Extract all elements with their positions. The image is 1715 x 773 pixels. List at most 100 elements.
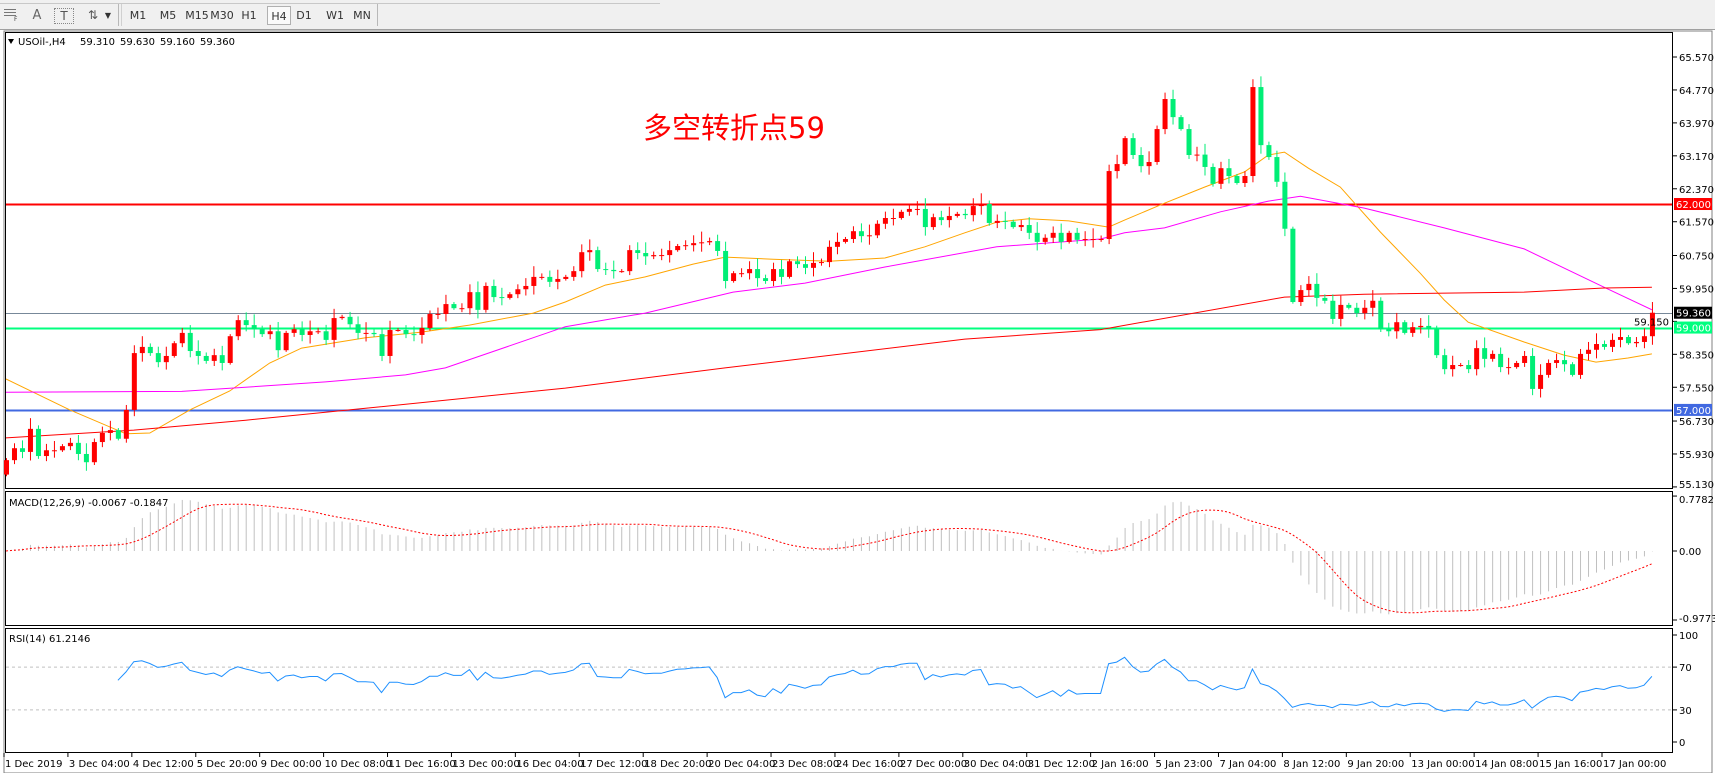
bearish-candle — [1170, 89, 1176, 125]
price-label-text: 59.000 — [1676, 324, 1711, 335]
candle-body — [523, 285, 529, 290]
candle-body — [555, 278, 561, 282]
bullish-candle — [1098, 235, 1104, 242]
triangle-down-icon[interactable] — [8, 39, 14, 44]
candle-body — [1322, 297, 1328, 301]
candle-body — [291, 329, 297, 333]
candle-body — [970, 206, 976, 216]
timeframe-d1[interactable]: D1 — [296, 9, 312, 22]
candle-body — [731, 273, 737, 282]
bearish-candle — [475, 281, 481, 319]
candle-body — [1170, 99, 1176, 118]
timeframe-m30[interactable]: M30 — [210, 9, 234, 22]
candle-body — [1138, 155, 1144, 167]
candle-body — [147, 346, 153, 354]
price-line-label: 62.000 — [1674, 198, 1712, 211]
candle-body — [1617, 337, 1623, 340]
bullish-candle — [874, 220, 880, 239]
candle-body — [1490, 353, 1496, 359]
bearish-candle — [1234, 173, 1240, 185]
time-tick-label: 1 Dec 2019 — [5, 759, 63, 770]
candle-body — [914, 208, 920, 210]
candle-body — [99, 432, 105, 443]
bearish-candle — [922, 198, 928, 236]
timeframe-m5[interactable]: M5 — [159, 9, 177, 22]
timeframe-m1[interactable]: M1 — [129, 9, 147, 22]
time-tick-label: 10 Dec 08:00 — [325, 759, 392, 770]
text-label-icon[interactable]: T — [54, 8, 74, 24]
timeframe-h1[interactable]: H1 — [241, 9, 257, 22]
bullish-candle — [1122, 136, 1128, 166]
bullish-candle — [507, 292, 513, 300]
price-label-background — [1674, 306, 1712, 319]
timeframe-mn[interactable]: MN — [353, 9, 371, 22]
bearish-candle — [986, 200, 992, 226]
timeframe-m15[interactable]: M15 — [185, 9, 209, 22]
candle-body — [51, 450, 57, 452]
bearish-candle — [1034, 222, 1040, 251]
candle-body — [619, 271, 625, 273]
candle-body — [331, 318, 337, 340]
candle-body — [1474, 348, 1480, 370]
candle-body — [1514, 362, 1520, 368]
price-chart — [4, 76, 1672, 477]
candle-body — [1250, 87, 1256, 177]
rsi-tick-label: 70 — [1679, 663, 1692, 674]
candle-body — [986, 204, 992, 223]
bullish-candle — [1114, 154, 1120, 179]
candle-body — [4, 460, 9, 475]
candle-body — [779, 269, 785, 277]
toolbar-divider — [377, 4, 378, 26]
toolbar-top-edge — [0, 0, 660, 4]
macd-tick-label: 0.7782 — [1679, 495, 1714, 506]
candle-body — [763, 278, 769, 282]
bullish-candle — [699, 231, 705, 252]
candle-body — [259, 329, 265, 335]
candle-body — [1258, 87, 1264, 146]
bearish-candle — [547, 270, 553, 287]
candle-body — [459, 308, 465, 310]
candle-body — [627, 250, 633, 272]
bullish-candle — [267, 324, 273, 340]
candle-body — [1090, 239, 1096, 241]
timeframe-h4[interactable]: H4 — [267, 6, 291, 25]
bearish-candle — [1202, 143, 1208, 176]
bullish-candle — [555, 269, 561, 290]
candle-body — [475, 292, 481, 310]
candle-body — [1346, 304, 1352, 308]
price-tick-label: 59.950 — [1679, 284, 1714, 295]
moving-average-ma-fast — [5, 151, 1652, 435]
bearish-candle — [1498, 347, 1504, 373]
price-tick-label: 63.170 — [1679, 152, 1714, 163]
chevron-down-icon[interactable]: ▼ — [104, 11, 112, 20]
grid-fibonacci-icon[interactable]: F — [2, 6, 20, 25]
candle-body — [834, 241, 840, 247]
candle-body — [1602, 344, 1607, 347]
candle-body — [1178, 117, 1184, 130]
candle-body — [1290, 228, 1296, 303]
bullish-candle — [51, 441, 57, 458]
candle-body — [954, 213, 960, 216]
candle-body — [1266, 145, 1272, 158]
candle-body — [1082, 239, 1088, 241]
timeframe-w1[interactable]: W1 — [326, 9, 344, 22]
bearish-candle — [347, 311, 353, 329]
symbol-label: USOil-,H4 — [18, 37, 66, 48]
candle-body — [978, 204, 984, 207]
bearish-candle — [411, 326, 417, 342]
time-tick-label: 20 Dec 04:00 — [708, 759, 775, 770]
bullish-candle — [898, 209, 904, 220]
candle-body — [795, 261, 801, 265]
bearish-candle — [115, 428, 121, 441]
bullish-candle — [1450, 355, 1456, 377]
candle-body — [347, 316, 353, 325]
chart-annotation[interactable]: 多空转折点59 — [643, 111, 825, 145]
bullish-candle — [1538, 364, 1544, 398]
arrows-icon[interactable]: ⇅ — [87, 8, 99, 22]
candle-body — [91, 442, 97, 463]
rsi-plot-border — [5, 628, 1673, 753]
text-icon[interactable]: A — [32, 8, 42, 23]
bullish-candle — [1458, 362, 1464, 367]
bearish-candle — [1530, 348, 1536, 396]
